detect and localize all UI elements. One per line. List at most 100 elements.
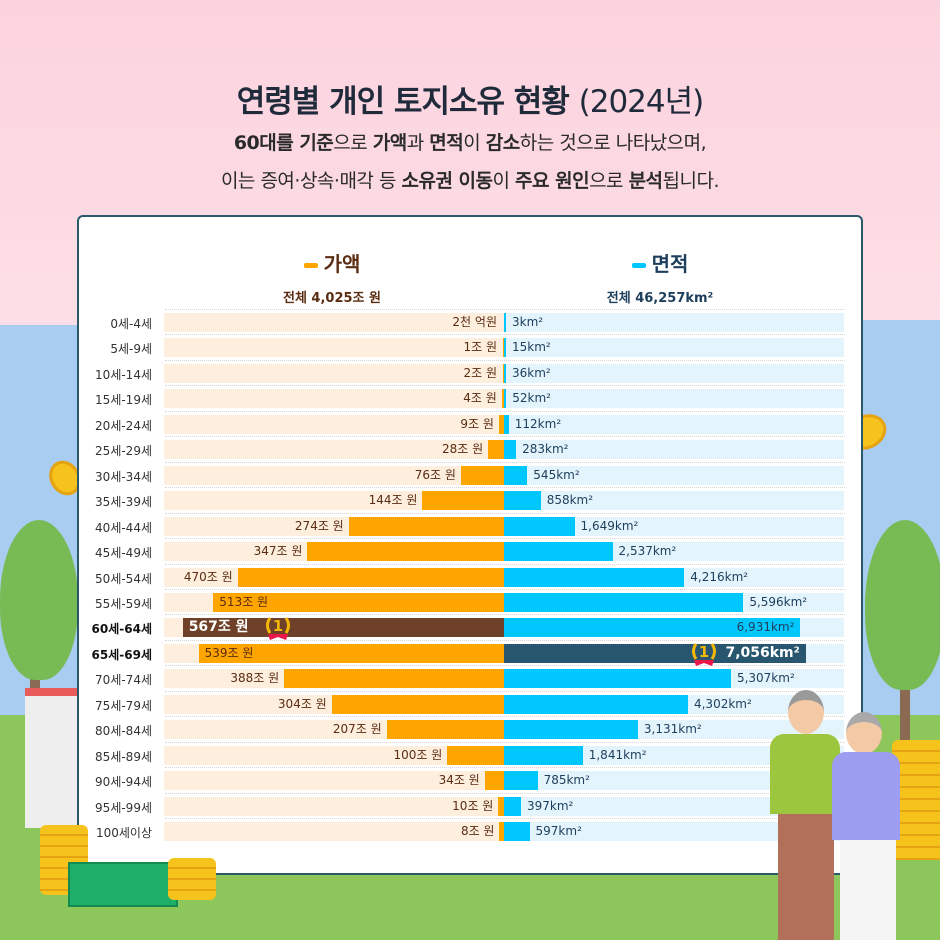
row-label: 15세-19세 [95,393,152,408]
value-label: 100조 원 [393,747,443,762]
subtitle-segment: 감소 [485,132,520,154]
row-divider [165,410,845,412]
value-bar [198,643,504,663]
subtitle-segment: 60대를 기준 [233,132,334,154]
area-bar [504,567,685,587]
area-bar [504,542,613,562]
legend-total-area: 전체 46,257km² [606,291,714,306]
subtitle-segment: 이 [463,132,486,154]
area-track [504,389,844,409]
elderly-woman-illustration [832,712,902,940]
apartment-building [25,688,80,828]
value-label: 76조 원 [414,467,456,482]
value-bar [386,720,504,740]
row-divider [165,385,845,387]
value-bar [488,440,504,460]
value-bar [502,363,504,383]
row-divider [165,309,845,310]
value-bar [499,822,504,841]
value-track [164,491,504,511]
page-title: 연령별 개인 토지소유 현황 (2024년) [236,84,705,120]
row-divider [165,792,845,794]
row-label: 25세-29세 [95,444,152,459]
value-track [164,414,504,434]
subtitle-segment: 과 [406,132,430,154]
rank-1-medal-icon: 1 [690,641,718,666]
tree-trunk [900,660,910,740]
area-label: 4,302km² [693,696,752,711]
value-bar [307,542,504,562]
subtitle-segment: 소유권 이동 [401,170,493,192]
area-label: 5,307km² [736,671,795,686]
area-bar [504,491,541,511]
area-bar [504,694,688,714]
row-label: 20세-24세 [95,418,152,433]
svg-text:1: 1 [699,643,709,661]
subtitle-segment: 분석 [628,170,663,192]
legend-swatch-value [303,263,318,268]
row-label: 50세-54세 [95,571,152,586]
subtitle-segment: 가액 [372,132,407,154]
row-divider [165,538,845,540]
row-label: 35세-39세 [95,495,152,510]
row-divider [165,614,845,616]
value-track [164,796,504,816]
tree-right [865,520,940,690]
subtitle-segment: 으로 [589,170,629,192]
row-divider [165,436,845,438]
subtitle-line-2: 이는 증여·상속·매각 등 소유권 이동이 주요 원인으로 분석됩니다. [0,166,940,193]
value-label: 2천 억원 [452,315,497,329]
row-label: 55세-59세 [95,596,152,611]
value-track [164,771,504,791]
subtitle-segment: 됩니다. [662,170,720,192]
area-label: 858km² [546,493,594,508]
area-label: 1,649km² [580,518,639,533]
area-track [504,414,844,434]
area-bar [504,516,575,536]
area-label: 5,596km² [749,594,808,609]
row-label: 65세-69세 [91,647,152,662]
value-track [164,389,504,409]
area-bar [504,465,528,485]
coin-stack-icon [168,858,216,900]
area-label: 3km² [512,315,544,329]
area-bar [504,440,517,460]
tree-left [0,520,78,680]
row-label: 95세-99세 [95,800,152,815]
row-divider [165,639,845,641]
value-label: 4조 원 [463,391,497,406]
area-track [504,313,844,332]
area-bar [504,338,506,358]
area-label: 1,841km² [588,747,647,762]
row-label: 90세-94세 [95,775,152,790]
area-track [504,338,844,358]
subtitle-segment: 이는 증여·상속·매각 등 [220,170,402,192]
value-label: 28조 원 [441,442,484,457]
row-divider [165,563,845,565]
area-track [504,363,844,383]
area-label: 283km² [522,442,569,457]
row-divider [165,741,845,743]
value-bar [447,745,504,765]
area-label: 597km² [535,824,582,838]
value-track [164,313,504,332]
coin-stack-icon [892,740,940,860]
cash-stack-icon [68,862,178,907]
area-bar [504,313,506,332]
area-bar [504,592,744,612]
value-label: 470조 원 [183,569,233,584]
row-label: 45세-49세 [95,546,152,561]
value-bar [498,796,504,816]
area-track [504,440,844,460]
rank-1-medal-icon: 1 [264,615,292,641]
row-label: 5세-9세 [110,342,152,357]
area-bar [504,745,583,765]
value-label: 347조 원 [253,544,303,559]
area-label: 545km² [533,467,580,482]
area-track [504,516,844,536]
row-divider [165,334,845,336]
row-divider [165,359,845,361]
value-label: 207조 원 [332,722,382,737]
area-label: 112km² [514,416,562,431]
elderly-man-illustration [770,690,840,940]
